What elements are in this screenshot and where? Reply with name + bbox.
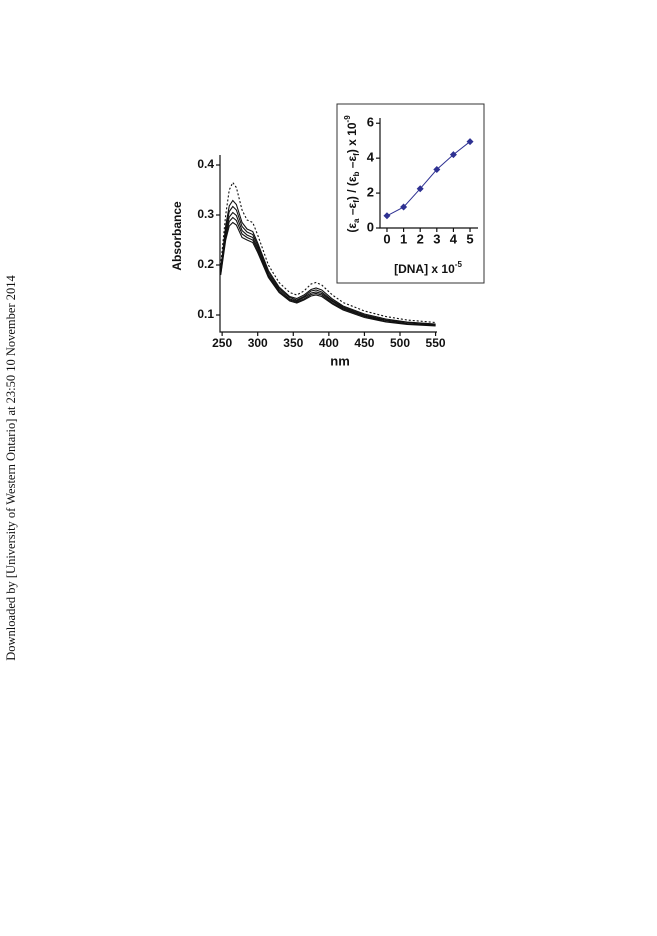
y-tick-label: 2	[367, 185, 374, 200]
y-tick-label: 0.3	[197, 207, 214, 221]
marker	[466, 138, 474, 146]
x-tick-label: 350	[283, 336, 303, 350]
x-tick-label: 3	[433, 231, 440, 246]
marker	[416, 185, 424, 193]
x-tick-label: 300	[248, 336, 268, 350]
x-tick-label: 400	[319, 336, 339, 350]
marker	[449, 151, 457, 159]
series-line	[220, 211, 436, 326]
inset-y-label: (εa –εf) / (εb –εf) x 10-9	[343, 115, 361, 233]
y-tick-label: 6	[367, 115, 374, 130]
label-part: ) / (ε	[345, 176, 359, 200]
x-tick-label: 500	[390, 336, 410, 350]
series-line	[220, 199, 436, 325]
x-tick-label: 0	[383, 231, 390, 246]
marker	[383, 212, 391, 220]
label-part: –ε	[345, 156, 359, 172]
x-tick-label: 2	[417, 231, 424, 246]
x-tick-label: 1	[400, 231, 407, 246]
x-tick-label: 5	[466, 231, 473, 246]
label-part: f	[352, 200, 361, 203]
series-line	[220, 205, 436, 326]
x-tick-label: 550	[426, 336, 446, 350]
series-line	[386, 141, 471, 217]
label-part: ) x 10	[345, 122, 359, 153]
marker	[433, 166, 441, 174]
label-part: -5	[455, 260, 463, 269]
series-line	[220, 216, 436, 327]
label-part: b	[352, 171, 361, 176]
y-tick-label: 0.4	[197, 157, 214, 171]
marker	[400, 203, 408, 211]
x-tick-label: 4	[450, 231, 458, 246]
download-note: Downloaded by [University of Western Ont…	[4, 275, 18, 661]
label-part: [DNA] x 10	[394, 262, 455, 276]
label-part: -9	[343, 115, 352, 123]
y-tick-label: 0.2	[197, 257, 214, 271]
label-part: a	[352, 218, 361, 223]
label-part: (ε	[345, 223, 359, 233]
series-line	[220, 221, 436, 327]
x-tick-label: 250	[212, 336, 232, 350]
label-part: f	[352, 153, 361, 156]
x-axis-label: nm	[330, 353, 350, 368]
inset-x-label: [DNA] x 10-5	[394, 260, 462, 276]
label-part: –ε	[345, 202, 359, 218]
y-tick-label: 0.1	[197, 307, 214, 321]
y-tick-label: 0	[367, 219, 374, 234]
y-tick-label: 4	[367, 150, 375, 165]
y-axis-label: Absorbance	[170, 201, 184, 271]
x-tick-label: 450	[354, 336, 374, 350]
inset-frame	[336, 103, 485, 284]
